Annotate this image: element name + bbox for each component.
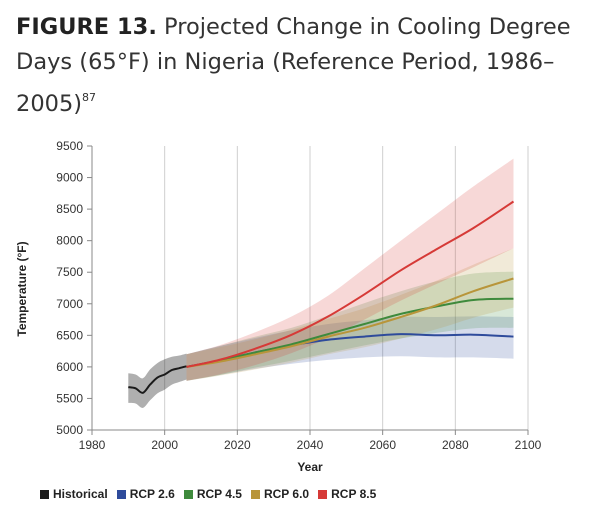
band-rcp-6-0 — [186, 248, 514, 381]
y-tick-label: 6500 — [56, 328, 83, 342]
legend: Historical RCP 2.6 RCP 4.5 RCP 6.0 RCP 8.5 — [40, 486, 385, 502]
figure-number: FIGURE 13. — [16, 14, 157, 40]
x-tick-label: 2100 — [515, 438, 542, 452]
band-rcp-2-6 — [186, 316, 514, 381]
legend-item-rcp-6-0: RCP 6.0 — [250, 487, 310, 501]
legend-label: RCP 6.0 — [263, 487, 310, 501]
legend-label: RCP 8.5 — [331, 487, 377, 501]
legend-swatch — [183, 489, 193, 499]
legend-label: RCP 4.5 — [196, 487, 242, 501]
x-tick-label: 2060 — [369, 438, 396, 452]
line-rcp-8-5 — [186, 200, 515, 368]
y-tick-label: 7500 — [56, 265, 83, 279]
y-tick-label: 9000 — [56, 171, 83, 185]
y-tick-label: 5000 — [56, 423, 83, 437]
x-tick-label: 1980 — [79, 438, 106, 452]
uncertainty-bands — [128, 158, 514, 408]
x-tick-labels: 1980 2000 2020 2040 2060 2080 2100 — [79, 438, 542, 452]
line-rcp-4-5 — [186, 297, 514, 368]
x-tick-label: 2000 — [151, 438, 178, 452]
legend-item-historical: Historical — [40, 487, 108, 501]
line-historical — [128, 365, 187, 394]
band-rcp-8-5 — [186, 158, 514, 381]
series-lines — [128, 200, 515, 394]
legend-item-rcp-4-5: RCP 4.5 — [183, 487, 242, 501]
band-historical — [128, 353, 187, 408]
legend-swatch — [40, 489, 49, 499]
chart-svg: 5000 5500 6000 6500 7000 7500 8000 8500 9000 9500… — [15, 139, 542, 474]
chart-title: FIGURE 13. Projected Change in Cooling D… — [16, 10, 586, 122]
legend-item-rcp-2-6: RCP 2.6 — [116, 487, 175, 501]
y-tick-label: 7000 — [56, 297, 83, 311]
x-axis-label: Year — [297, 460, 323, 474]
legend-swatch — [116, 489, 126, 499]
y-tick-label: 6000 — [56, 360, 83, 374]
legend-label: RCP 2.6 — [129, 487, 175, 501]
x-tick-label: 2020 — [224, 438, 251, 452]
legend-label: Historical — [53, 487, 108, 501]
grid-lines — [164, 146, 529, 430]
x-tick-label: 2080 — [442, 438, 469, 452]
legend-item-rcp-8-5: RCP 8.5 — [318, 487, 376, 501]
line-rcp-6-0 — [186, 277, 514, 368]
legend-swatch — [318, 489, 328, 499]
y-tick-labels: 5000 5500 6000 6500 7000 7500 8000 8500 9000 9500 — [56, 139, 83, 437]
y-tick-label: 8500 — [56, 202, 83, 216]
footnote-ref: 87 — [82, 91, 97, 104]
y-tick-label: 9500 — [56, 139, 83, 153]
x-tick-label: 2040 — [297, 438, 324, 452]
y-tick-label: 8000 — [56, 234, 83, 248]
legend-swatch — [250, 489, 260, 499]
title-text: Projected Change in Cooling Degree Days … — [16, 14, 571, 117]
band-rcp-4-5 — [186, 271, 514, 381]
y-tick-label: 5500 — [56, 391, 83, 405]
y-axis-label: Temperature (°F) — [15, 241, 29, 336]
axes — [87, 145, 529, 435]
